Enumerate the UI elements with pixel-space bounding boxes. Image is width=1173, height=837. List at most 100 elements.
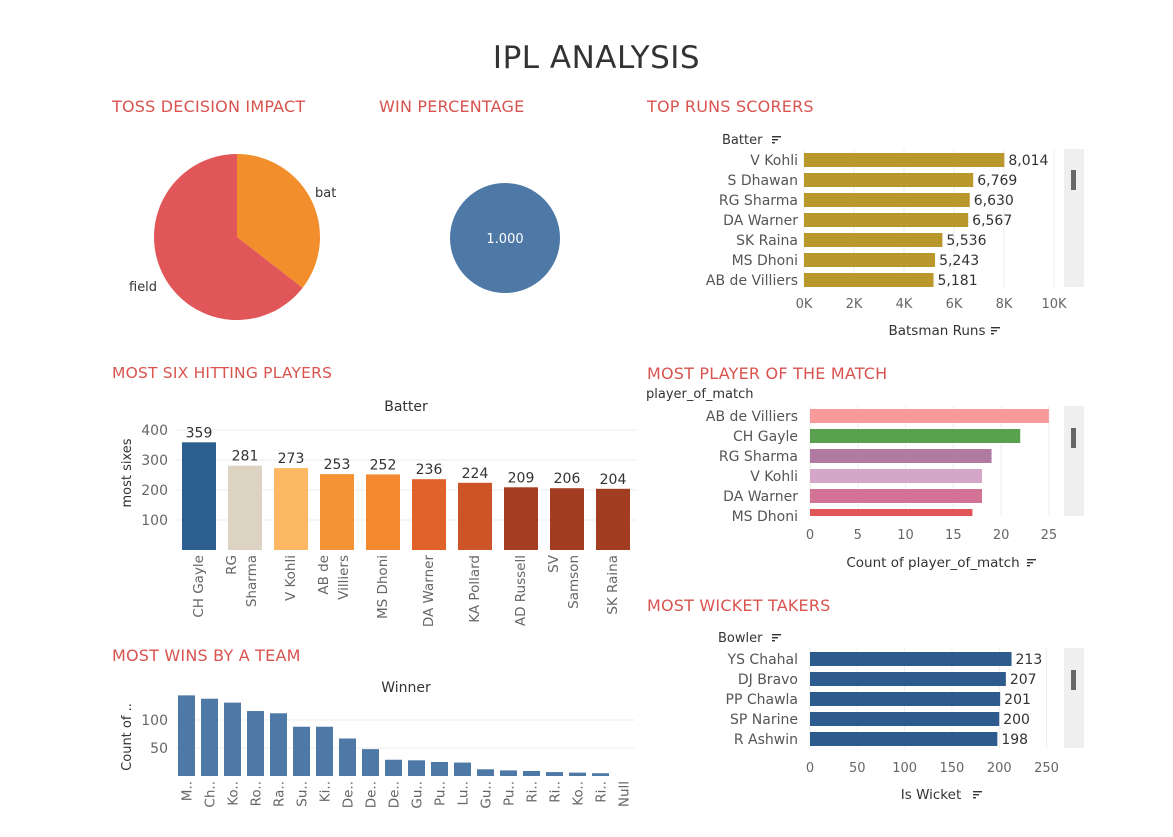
pie-slice-bat <box>237 154 320 288</box>
value-label: 6,630 <box>974 193 1014 209</box>
bar-team <box>201 698 218 776</box>
category-label: SK Raina <box>736 233 798 249</box>
category-label: Ra.. <box>272 781 288 807</box>
sort-icon[interactable] <box>772 634 781 642</box>
bar-team <box>431 762 448 776</box>
category-label: Ki.. <box>318 781 334 802</box>
pie-label-bat: bat <box>315 186 336 201</box>
win-percentage-value: 1.000 <box>486 232 523 247</box>
win-percentage-chart: 1.000 <box>450 183 560 293</box>
y-tick-label: 50 <box>150 741 168 757</box>
bar-da-warner <box>810 489 982 503</box>
bar-team <box>385 759 402 776</box>
value-label: 253 <box>324 457 351 473</box>
top-runs-title: TOP RUNS SCORERS <box>647 97 814 116</box>
bar-team <box>270 713 287 776</box>
column-header: Batter <box>384 399 428 415</box>
bar-team <box>592 773 609 776</box>
sort-icon[interactable] <box>973 791 982 799</box>
category-label: MS Dhoni <box>732 253 798 269</box>
category-label: SK Raina <box>605 555 621 615</box>
category-label: Gu.. <box>479 781 495 809</box>
x-tick-label: 15 <box>945 528 962 543</box>
bar-ys-chahal <box>810 652 1012 666</box>
scrollbar-thumb <box>1071 670 1076 690</box>
x-tick-label: 100 <box>892 761 917 776</box>
wicket-takers-title: MOST WICKET TAKERS <box>647 596 831 615</box>
value-label: 5,243 <box>939 253 979 269</box>
x-tick-label: 0K <box>796 297 813 312</box>
category-label: Su.. <box>295 781 311 807</box>
category-label: Ch.. <box>203 781 219 808</box>
bar-ad-russell <box>504 487 538 550</box>
bar-ab-de-villiers <box>810 409 1049 423</box>
sort-icon[interactable] <box>772 136 781 144</box>
x-tick-label: 25 <box>1041 528 1058 543</box>
bar-r-ashwin <box>810 732 998 746</box>
x-tick-label: 6K <box>946 297 963 312</box>
six-hitters-chart: Batter 100 200 300 400 most sixes 359 CH Gayle 2… <box>120 399 636 628</box>
x-axis-title: Batsman Runs <box>888 323 985 339</box>
value-label: 213 <box>1016 652 1043 668</box>
category-label: M.. <box>180 781 196 801</box>
pie-slice-field <box>154 154 303 320</box>
value-label: 281 <box>232 449 259 465</box>
bar-rg-sharma <box>804 193 970 207</box>
value-label: 273 <box>278 451 305 467</box>
x-axis-title: Is Wicket <box>901 787 961 803</box>
scrollbar <box>1064 406 1084 516</box>
x-tick-label: 4K <box>896 297 913 312</box>
bar-team <box>477 769 494 776</box>
six-hitters-title: MOST SIX HITTING PLAYERS <box>112 364 333 382</box>
x-tick-label: 0 <box>806 528 814 543</box>
category-label: AB de <box>316 555 332 595</box>
bar-team <box>178 695 195 776</box>
category-label: S Dhawan <box>728 173 798 189</box>
category-label: AB de Villiers <box>706 273 798 289</box>
y-tick-label: 100 <box>141 713 168 729</box>
category-label: R Ashwin <box>734 732 798 748</box>
bar-s-dhawan <box>804 173 974 187</box>
value-label: 5,181 <box>938 273 978 289</box>
category-label: Ro.. <box>249 781 265 806</box>
bar-da-warner <box>804 213 969 227</box>
sort-icon[interactable] <box>991 327 1000 335</box>
wicket-takers-chart: 0 50 100 150 200 250 Bowler YS Chahal 213 DJ Brav… <box>718 631 1084 803</box>
bar-team <box>500 770 517 776</box>
category-label: Ko.. <box>571 781 587 806</box>
bar-team <box>224 702 241 776</box>
bar-team <box>293 726 310 776</box>
x-axis-title: Count of player_of_match <box>846 555 1019 571</box>
bar-ms-dhoni <box>804 253 936 267</box>
category-label: CH Gayle <box>733 429 798 445</box>
category-label: CH Gayle <box>191 555 207 618</box>
x-tick-label: 200 <box>987 761 1012 776</box>
category-label: Ri.. <box>594 781 610 803</box>
y-tick-label: 200 <box>141 483 168 499</box>
category-label: Villiers <box>336 555 352 600</box>
category-label: Pu.. <box>502 781 518 806</box>
category-label: V Kohli <box>750 469 798 485</box>
category-label: RG Sharma <box>719 449 798 465</box>
player-of-match-title: MOST PLAYER OF THE MATCH <box>647 364 888 383</box>
x-tick-label: 2K <box>846 297 863 312</box>
bar-team <box>408 760 425 776</box>
bar-sk-raina <box>596 488 630 550</box>
scrollbar <box>1064 648 1084 748</box>
wins-by-team-chart: Winner 50 100 Count of .. M.. Ch.. Ko.. Ro.. Ra.… <box>120 680 635 809</box>
category-label: SP Narine <box>730 712 798 728</box>
value-label: 252 <box>370 457 397 473</box>
category-label: De.. <box>387 781 403 808</box>
value-label: 204 <box>600 472 627 488</box>
bar-dj-bravo <box>810 672 1006 686</box>
scrollbar <box>1064 149 1084 287</box>
y-tick-label: 400 <box>141 423 168 439</box>
bar-ch-gayle <box>182 442 216 550</box>
sort-icon[interactable] <box>1027 559 1036 567</box>
category-label: DA Warner <box>421 555 437 628</box>
bar-ms-dhoni <box>366 474 400 550</box>
bar-ab-de-villiers <box>804 273 934 287</box>
win-percentage-circle <box>450 183 560 293</box>
bar-team <box>339 738 356 776</box>
category-label: MS Dhoni <box>375 555 391 619</box>
